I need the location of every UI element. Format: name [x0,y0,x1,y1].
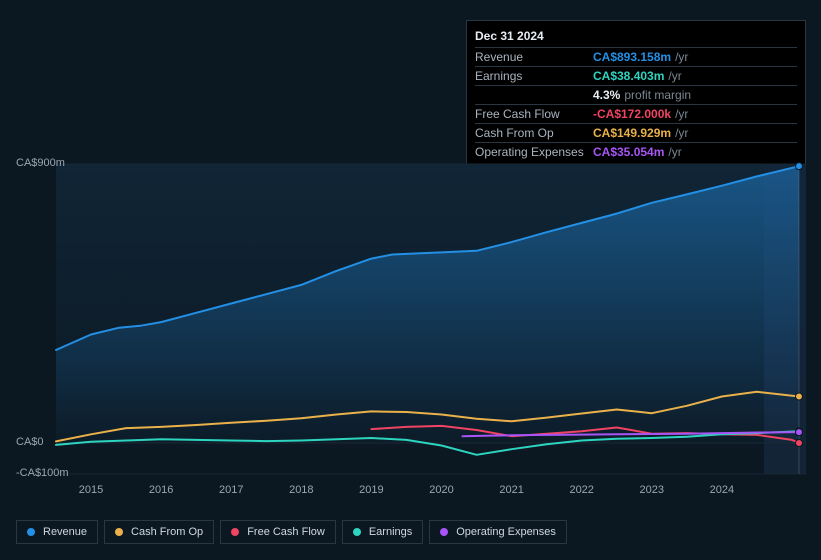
y-axis-label: CA$900m [16,157,65,169]
legend-item-earnings[interactable]: Earnings [342,520,423,544]
tooltip-row: Free Cash Flow-CA$172.000k/yr [475,104,797,123]
legend-label: Revenue [43,526,87,538]
tooltip-row-suffix: /yr [675,107,688,121]
tooltip-row: EarningsCA$38.403m/yr [475,66,797,85]
tooltip-row-value: -CA$172.000k [593,107,671,121]
x-axis-label: 2015 [79,484,103,496]
tooltip-row: RevenueCA$893.158m/yr [475,47,797,66]
tooltip-row-label [475,88,593,102]
x-axis-labels: 2015 2016 2017 2018 2019 2020 2021 2022 2023 2024 [16,484,806,500]
tooltip-panel: Dec 31 2024 RevenueCA$893.158m/yrEarning… [466,20,806,168]
legend-label: Earnings [369,526,412,538]
legend: Revenue Cash From Op Free Cash Flow Earning… [16,520,567,544]
legend-item-free-cash-flow[interactable]: Free Cash Flow [220,520,336,544]
legend-dot [115,528,123,536]
legend-item-cash-from-op[interactable]: Cash From Op [104,520,214,544]
legend-dot [231,528,239,536]
legend-item-operating-expenses[interactable]: Operating Expenses [429,520,567,544]
chart: CA$900m CA$0 -CA$100m [16,158,806,480]
tooltip-row-value: CA$893.158m [593,50,671,64]
legend-label: Operating Expenses [456,526,556,538]
legend-dot [353,528,361,536]
legend-label: Free Cash Flow [247,526,325,538]
tooltip-row-suffix: profit margin [624,88,691,102]
y-axis-label: CA$0 [16,436,44,448]
x-axis-label: 2024 [710,484,734,496]
tooltip-row-label: Free Cash Flow [475,107,593,121]
tooltip-row: Cash From OpCA$149.929m/yr [475,123,797,142]
tooltip-row-label: Cash From Op [475,126,593,140]
x-axis-label: 2017 [219,484,243,496]
tooltip-row-suffix: /yr [675,50,688,64]
tooltip-date: Dec 31 2024 [475,27,797,47]
x-axis-label: 2023 [640,484,664,496]
chart-svg [16,158,806,480]
tooltip-row-suffix: /yr [668,69,681,83]
x-axis-label: 2019 [359,484,383,496]
tooltip-row-label: Earnings [475,69,593,83]
legend-dot [440,528,448,536]
x-axis-label: 2021 [499,484,523,496]
legend-label: Cash From Op [131,526,203,538]
tooltip-row-value: 4.3% [593,88,620,102]
tooltip-row-value: CA$35.054m [593,145,664,159]
tooltip-row-label: Revenue [475,50,593,64]
x-axis-label: 2016 [149,484,173,496]
tooltip-rows: RevenueCA$893.158m/yrEarningsCA$38.403m/… [475,47,797,161]
legend-item-revenue[interactable]: Revenue [16,520,98,544]
y-axis-label: -CA$100m [16,467,69,479]
legend-dot [27,528,35,536]
tooltip-row-suffix: /yr [675,126,688,140]
tooltip-row-value: CA$38.403m [593,69,664,83]
x-axis-label: 2020 [429,484,453,496]
tooltip-row-suffix: /yr [668,145,681,159]
tooltip-row: 4.3% profit margin [475,85,797,104]
tooltip-row-label: Operating Expenses [475,145,593,159]
x-axis-label: 2022 [569,484,593,496]
x-axis-label: 2018 [289,484,313,496]
tooltip-row-value: CA$149.929m [593,126,671,140]
